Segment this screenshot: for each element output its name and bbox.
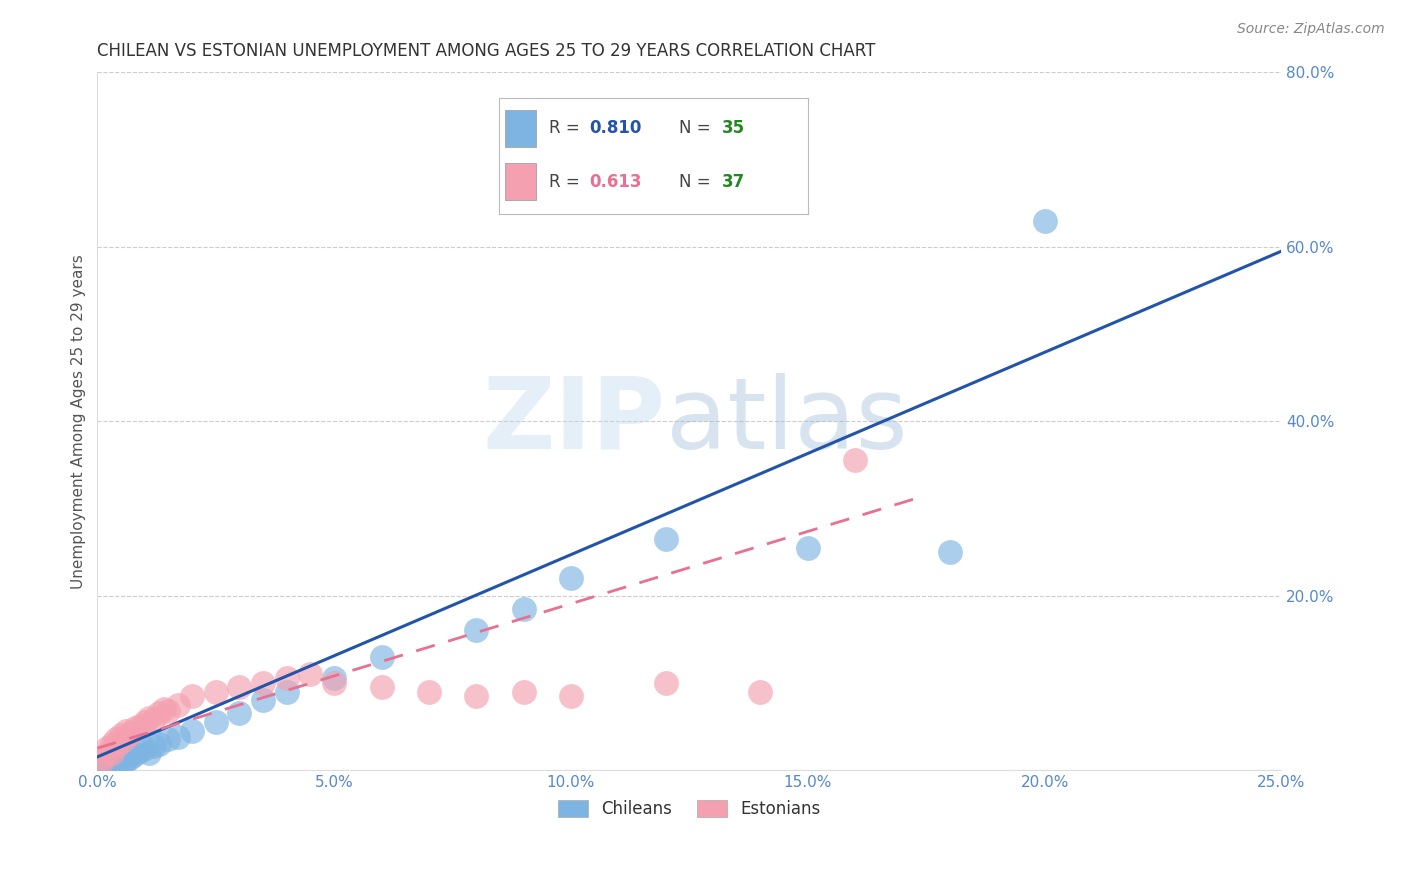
Text: 35: 35 (721, 120, 745, 137)
Point (129, 744, 152, 758)
Point (157, 732, 180, 747)
Point (276, 684, 298, 698)
Point (105, 750, 128, 764)
Point (465, 624, 488, 638)
Point (299, 667, 322, 681)
Point (167, 730, 190, 744)
Point (120, 746, 142, 760)
Point (96, 741, 118, 756)
Point (100, 752, 122, 766)
Point (120, 726, 142, 740)
Text: R =: R = (548, 120, 585, 137)
Point (181, 689, 204, 703)
Text: N =: N = (679, 173, 716, 191)
Point (560, 571, 582, 585)
Bar (505, 110, 536, 147)
Point (105, 732, 128, 747)
Point (560, 689, 582, 703)
Point (1033, 213, 1056, 227)
Point (228, 680, 250, 694)
Point (143, 739, 166, 753)
Point (114, 754, 136, 768)
Point (114, 723, 136, 738)
Point (252, 693, 274, 707)
Point (110, 753, 132, 767)
Point (512, 601, 534, 615)
Point (152, 702, 174, 716)
Point (654, 532, 676, 546)
Point (512, 684, 534, 698)
Point (323, 675, 346, 690)
Point (157, 704, 180, 718)
Point (370, 649, 392, 664)
Point (167, 698, 190, 712)
Point (797, 541, 820, 555)
Point (120, 750, 142, 764)
Text: 37: 37 (721, 173, 745, 191)
Bar (505, 163, 536, 200)
Point (91, 754, 114, 768)
Point (323, 672, 346, 686)
Point (138, 711, 160, 725)
Point (96, 756, 118, 770)
Point (124, 721, 146, 735)
Point (276, 672, 298, 686)
Legend: Chileans, Estonians: Chileans, Estonians (551, 793, 828, 824)
Point (96, 754, 118, 768)
Point (114, 730, 136, 744)
Point (114, 752, 136, 766)
Point (181, 723, 204, 738)
Point (749, 684, 772, 698)
Point (134, 714, 156, 729)
Point (654, 675, 676, 690)
Point (105, 755, 128, 769)
Point (844, 453, 866, 467)
Point (148, 706, 170, 721)
Point (129, 719, 152, 733)
Text: ZIP: ZIP (482, 373, 665, 470)
Point (143, 713, 166, 727)
Point (228, 706, 250, 721)
Point (96, 747, 118, 762)
Text: 0.810: 0.810 (589, 120, 641, 137)
Point (418, 684, 440, 698)
Point (138, 746, 160, 760)
Point (465, 689, 488, 703)
Text: atlas: atlas (665, 373, 907, 470)
Point (204, 714, 226, 729)
Point (91, 758, 114, 772)
Text: CHILEAN VS ESTONIAN UNEMPLOYMENT AMONG AGES 25 TO 29 YEARS CORRELATION CHART: CHILEAN VS ESTONIAN UNEMPLOYMENT AMONG A… (97, 42, 876, 60)
Point (91, 750, 114, 764)
Point (124, 747, 146, 762)
Point (105, 739, 128, 753)
Point (100, 746, 122, 760)
Point (370, 680, 392, 694)
Y-axis label: Unemployment Among Ages 25 to 29 years: Unemployment Among Ages 25 to 29 years (72, 254, 86, 589)
Point (100, 756, 122, 771)
Point (939, 545, 962, 559)
Text: 0.613: 0.613 (589, 173, 641, 191)
Point (148, 737, 170, 751)
Point (252, 675, 274, 690)
Point (110, 735, 132, 749)
Text: Source: ZipAtlas.com: Source: ZipAtlas.com (1237, 22, 1385, 37)
Text: R =: R = (548, 173, 585, 191)
Point (110, 728, 132, 742)
Point (134, 741, 156, 756)
Point (110, 747, 132, 762)
Point (100, 737, 122, 751)
Point (204, 684, 226, 698)
Text: N =: N = (679, 120, 716, 137)
